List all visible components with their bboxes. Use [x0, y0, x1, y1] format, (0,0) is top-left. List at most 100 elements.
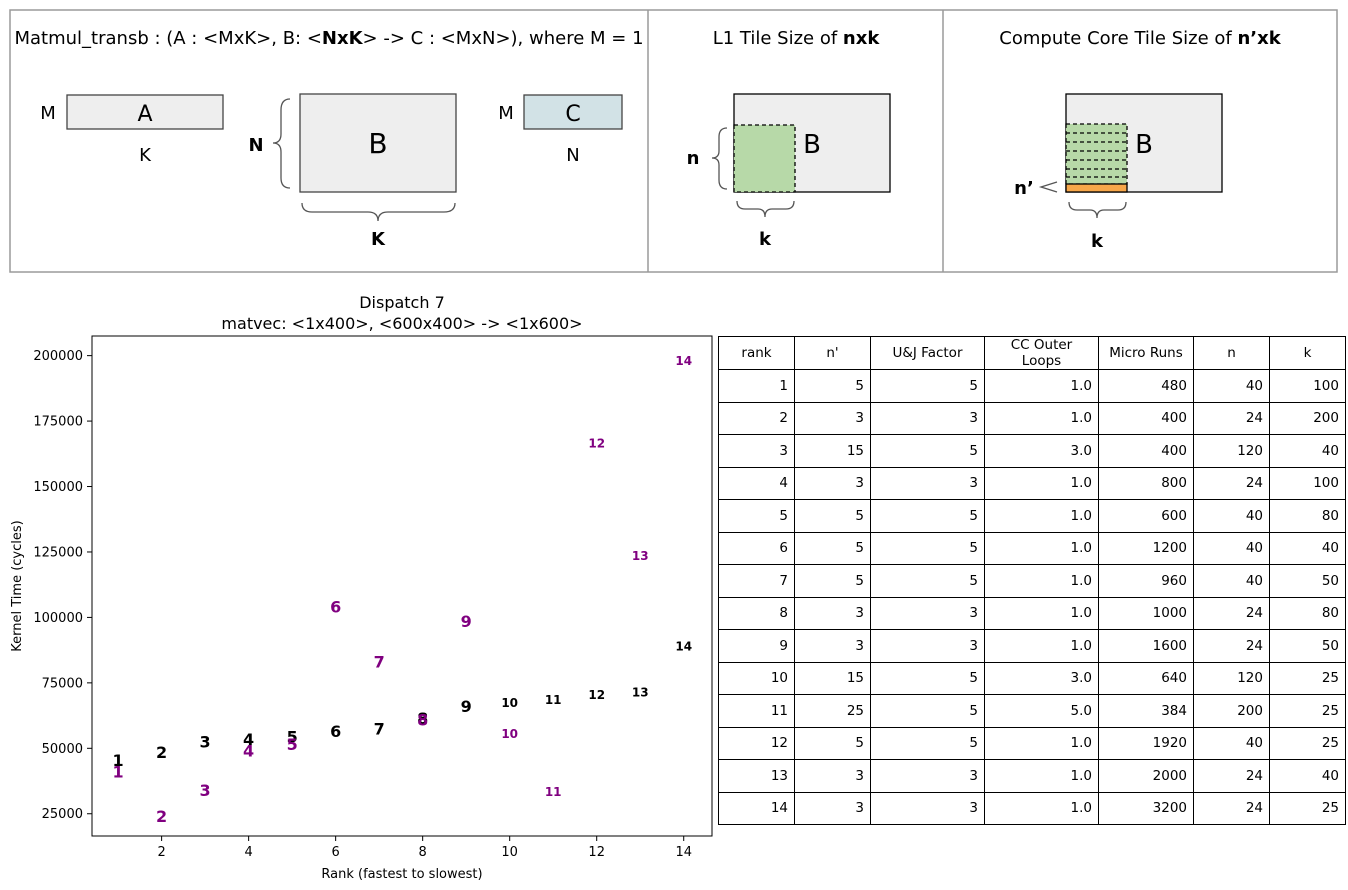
table-cell: 15 — [794, 661, 871, 695]
x-axis-label: Rank (fastest to slowest) — [321, 867, 482, 882]
table-cell: 100 — [1269, 466, 1346, 500]
data-point-label: 11 — [545, 693, 562, 707]
x-tick-label: 12 — [588, 845, 605, 860]
data-point-label: 12 — [588, 688, 605, 702]
table-cell: 25 — [1269, 791, 1346, 825]
matrix-a — [66, 94, 224, 130]
x-tick-label: 8 — [419, 845, 427, 860]
table-cell: 13 — [718, 759, 795, 793]
table-cell: 1000 — [1098, 596, 1194, 630]
core-tile-rows — [1066, 132, 1127, 178]
table-cell: 400 — [1098, 401, 1194, 435]
label-n-c: N — [566, 145, 579, 166]
table-cell: 1.0 — [984, 791, 1099, 825]
table-cell: 24 — [1193, 629, 1270, 663]
table-cell: 1.0 — [984, 369, 1099, 403]
table-cell: 8 — [718, 596, 795, 630]
matmul-title: Matmul_transb : (A : <MxK>, B: <NxK> -> … — [14, 28, 643, 49]
table-cell: 4 — [718, 466, 795, 500]
y-tick-label: 75000 — [42, 676, 83, 691]
col-header: n' — [794, 336, 871, 370]
label-k-big: K — [371, 229, 386, 250]
l1-label-k: k — [759, 229, 772, 250]
brace-l1-n — [711, 127, 728, 190]
matrix-c — [523, 94, 623, 130]
table-cell: 200 — [1269, 401, 1346, 435]
table-row: 4 3 3 1.0 800 24 100 — [718, 466, 1346, 500]
table-cell: 1.0 — [984, 759, 1099, 793]
chart-subtitle: matvec: <1x400>, <600x400> -> <1x600> — [221, 314, 582, 333]
table-cell: 24 — [1193, 596, 1270, 630]
col-header: rank — [718, 336, 795, 370]
table-cell: 50 — [1269, 564, 1346, 598]
data-point-label: 11 — [545, 785, 562, 799]
table-cell: 12 — [718, 726, 795, 760]
data-point-label: 5 — [287, 727, 298, 746]
data-point-label: 1 — [113, 751, 124, 770]
table-cell: 9 — [718, 629, 795, 663]
table-cell: 1200 — [1098, 531, 1194, 565]
table-cell: 1.0 — [984, 466, 1099, 500]
table-cell: 1.0 — [984, 531, 1099, 565]
brace-k — [301, 202, 456, 222]
table-cell: 1.0 — [984, 499, 1099, 533]
data-point-label: 9 — [461, 612, 472, 631]
diagram-frame — [9, 9, 1338, 273]
table-cell: 24 — [1193, 791, 1270, 825]
table-header-row: rank n' U&J Factor CC Outer Loops Micro … — [718, 336, 1346, 370]
table-cell: 14 — [718, 791, 795, 825]
table-cell: 1.0 — [984, 564, 1099, 598]
table-cell: 640 — [1098, 661, 1194, 695]
y-tick-label: 175000 — [33, 415, 83, 430]
data-point-label: 4 — [243, 742, 254, 761]
table-cell: 100 — [1269, 369, 1346, 403]
l1-tile — [733, 124, 796, 193]
l1-label-b: B — [803, 130, 821, 160]
table-cell: 5 — [870, 499, 985, 533]
table-cell: 5 — [794, 369, 871, 403]
table-cell: 5 — [794, 531, 871, 565]
label-m-c: M — [498, 103, 514, 124]
table-cell: 5 — [794, 564, 871, 598]
table-cell: 1.0 — [984, 629, 1099, 663]
data-point-label: 3 — [200, 733, 211, 752]
data-point-label: 14 — [675, 640, 692, 654]
table-row: 8 3 3 1.0 1000 24 80 — [718, 596, 1346, 630]
table-cell: 5 — [718, 499, 795, 533]
x-tick-label: 10 — [501, 845, 518, 860]
y-tick-label: 25000 — [42, 807, 83, 822]
data-point-label: 6 — [330, 598, 341, 617]
table-cell: 6 — [718, 531, 795, 565]
table-cell: 5 — [870, 661, 985, 695]
core-label-nprime: n’ — [1014, 178, 1034, 199]
table-cell: 40 — [1269, 531, 1346, 565]
table-cell: 80 — [1269, 499, 1346, 533]
table-cell: 480 — [1098, 369, 1194, 403]
table-cell: 5 — [870, 369, 985, 403]
table-cell: 25 — [1269, 694, 1346, 728]
table-cell: 5.0 — [984, 694, 1099, 728]
table-cell: 3 — [718, 434, 795, 468]
y-axis-label: Kernel Time (cycles) — [10, 520, 25, 651]
table-cell: 7 — [718, 564, 795, 598]
table-row: 6 5 5 1.0 1200 40 40 — [718, 531, 1346, 565]
table-cell: 24 — [1193, 466, 1270, 500]
y-tick-label: 125000 — [33, 545, 83, 560]
label-n-big: N — [248, 135, 263, 156]
l1-label-n: n — [687, 148, 700, 169]
table-row: 1 5 5 1.0 480 40 100 — [718, 369, 1346, 403]
data-point-label: 13 — [632, 549, 649, 563]
col-header: Micro Runs — [1098, 336, 1194, 370]
col-header: CC Outer Loops — [984, 336, 1099, 370]
x-tick-label: 4 — [244, 845, 252, 860]
kernel-time-chart: Dispatch 7 matvec: <1x400>, <600x400> ->… — [10, 293, 713, 882]
table-cell: 15 — [794, 434, 871, 468]
table-row: 13 3 3 1.0 2000 24 40 — [718, 759, 1346, 793]
label-a: A — [137, 102, 152, 127]
table-row: 7 5 5 1.0 960 40 50 — [718, 564, 1346, 598]
table-cell: 5 — [870, 564, 985, 598]
data-point-label: 5 — [287, 735, 298, 754]
table-cell: 40 — [1269, 759, 1346, 793]
table-cell: 50 — [1269, 629, 1346, 663]
